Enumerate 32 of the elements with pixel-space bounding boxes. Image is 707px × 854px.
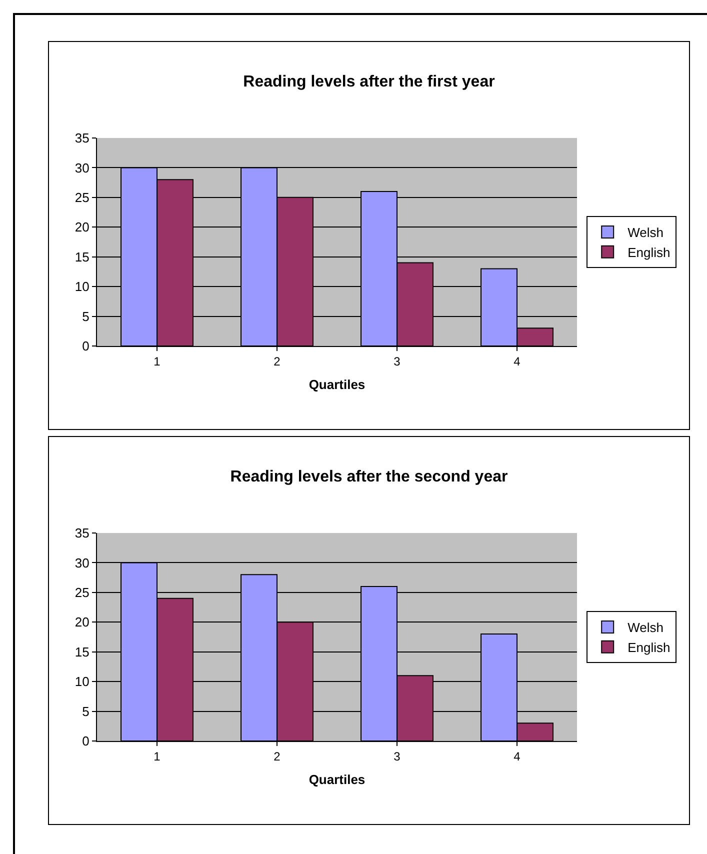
y-tick-label: 30	[74, 160, 90, 176]
y-tick-label: 10	[74, 674, 90, 690]
y-tick-label: 15	[74, 249, 90, 264]
y-tick-label: 35	[74, 526, 90, 541]
x-axis-title: Quartiles	[308, 377, 366, 392]
x-tick-label: 3	[394, 749, 401, 764]
y-tick-label: 5	[82, 308, 90, 324]
x-tick-label: 1	[154, 354, 161, 368]
legend-label: Welsh	[628, 620, 664, 636]
y-tick-label: 0	[82, 734, 90, 749]
x-tick-label: 2	[274, 749, 281, 764]
y-tick-label: 35	[74, 130, 90, 146]
y-tick-label: 0	[82, 338, 90, 354]
chart-title: Reading levels after the second year	[230, 468, 508, 486]
y-tick-label: 25	[74, 584, 90, 600]
legend-label: English	[628, 640, 670, 655]
chart-title: Reading levels after the first year	[243, 73, 495, 90]
x-tick-label: 4	[514, 749, 521, 764]
x-tick-label: 4	[514, 354, 521, 368]
x-tick-label: 1	[154, 749, 161, 764]
y-tick-label: 5	[82, 704, 90, 719]
y-tick-label: 20	[74, 220, 90, 235]
y-tick-label: 20	[74, 614, 90, 630]
y-tick-label: 25	[74, 190, 90, 205]
y-tick-label: 15	[74, 644, 90, 660]
x-tick-label: 2	[274, 354, 281, 368]
y-tick-label: 10	[74, 279, 90, 294]
legend-label: English	[628, 244, 670, 260]
legend-label: Welsh	[628, 225, 664, 240]
x-axis-title: Quartiles	[308, 772, 366, 787]
y-tick-label: 30	[74, 555, 90, 570]
x-tick-label: 3	[394, 354, 401, 368]
